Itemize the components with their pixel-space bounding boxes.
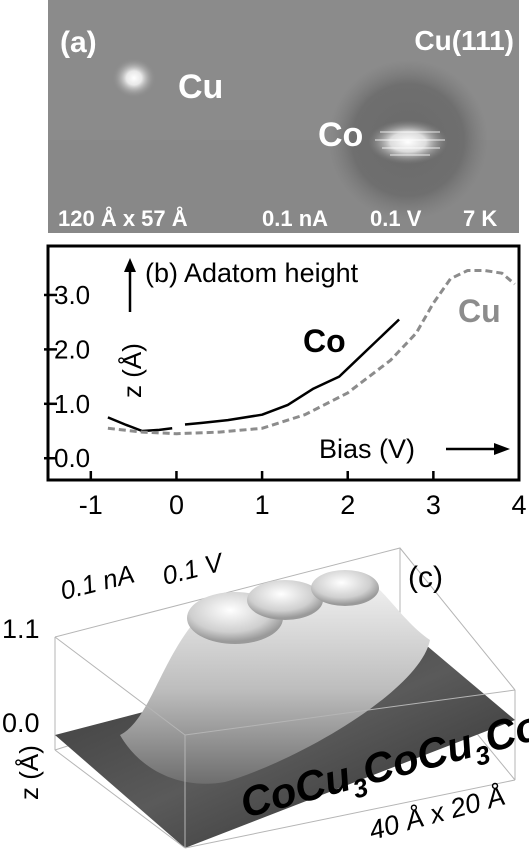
legend-cu: Cu [458,293,501,329]
panel-a-label: (a) [60,26,97,59]
panel-c-voltage: 0.1 V [159,546,228,590]
z-tick-bottom: 0.0 [2,708,40,738]
cu-atom-label: Cu [178,68,223,106]
co-atom-label: Co [318,116,363,154]
voltage-label: 0.1 V [370,206,422,231]
surface-peak-2 [247,580,323,620]
y-tick-label: 2.0 [54,334,90,364]
legend-co: Co [303,323,346,359]
temperature-label: 7 K [463,206,497,231]
panel-c-label: (c) [408,561,443,594]
z-tick-top: 1.1 [2,614,40,644]
scan-size-label: 120 Å x 57 Å [58,205,188,231]
x-axis-arrow [446,443,510,455]
current-label: 0.1 nA [262,206,328,231]
x-tick-label: 3 [426,490,441,520]
surface-peak-3 [311,570,379,606]
y-tick-label: 0.0 [54,443,90,473]
panel-c-size: 40 Å x 20 Å [366,780,509,846]
cu-adatom-blob [112,58,156,98]
x-tick-label: 1 [255,490,270,520]
surface-label: Cu(111) [414,25,514,56]
y-tick-label: 3.0 [54,280,90,310]
series-cu-line-0 [107,269,516,436]
x-axis-label: Bias (V) [319,434,415,464]
co-scan-streaks [375,131,445,156]
y-axis-label: z (Å) [117,343,147,398]
x-tick-label: 0 [169,490,184,520]
tick-group: -1 0 1 2 3 4 0.0 1.0 2.0 3.0 [44,280,527,520]
panel-b-chart: -1 0 1 2 3 4 0.0 1.0 2.0 3.0 (b) Adatom height z … [44,244,527,520]
y-axis-arrow [124,258,136,312]
panel-c: 0.1 nA 0.1 V (c) 1.1 0.0 z (Å) CoCu3CoCu… [2,546,529,849]
panel-c-current: 0.1 nA [57,559,137,606]
x-tick-label: 2 [340,490,355,520]
series-co-line-0 [107,416,173,433]
chart-title: (b) Adatom height [145,258,359,288]
series-group [107,269,516,436]
series-co-line-1 [184,318,400,426]
plot-frame [46,244,521,482]
x-tick-label: 4 [511,490,526,520]
co-adatom-blob [368,120,448,164]
y-tick-label: 1.0 [54,389,90,419]
z-axis-label-3d: z (Å) [14,745,44,800]
panel-a: (a) Cu(111) Cu Co 120 Å x 57 Å 0.1 nA 0.… [48,0,519,233]
box-wireframe-front [54,636,516,849]
x-tick-label: -1 [79,490,103,520]
